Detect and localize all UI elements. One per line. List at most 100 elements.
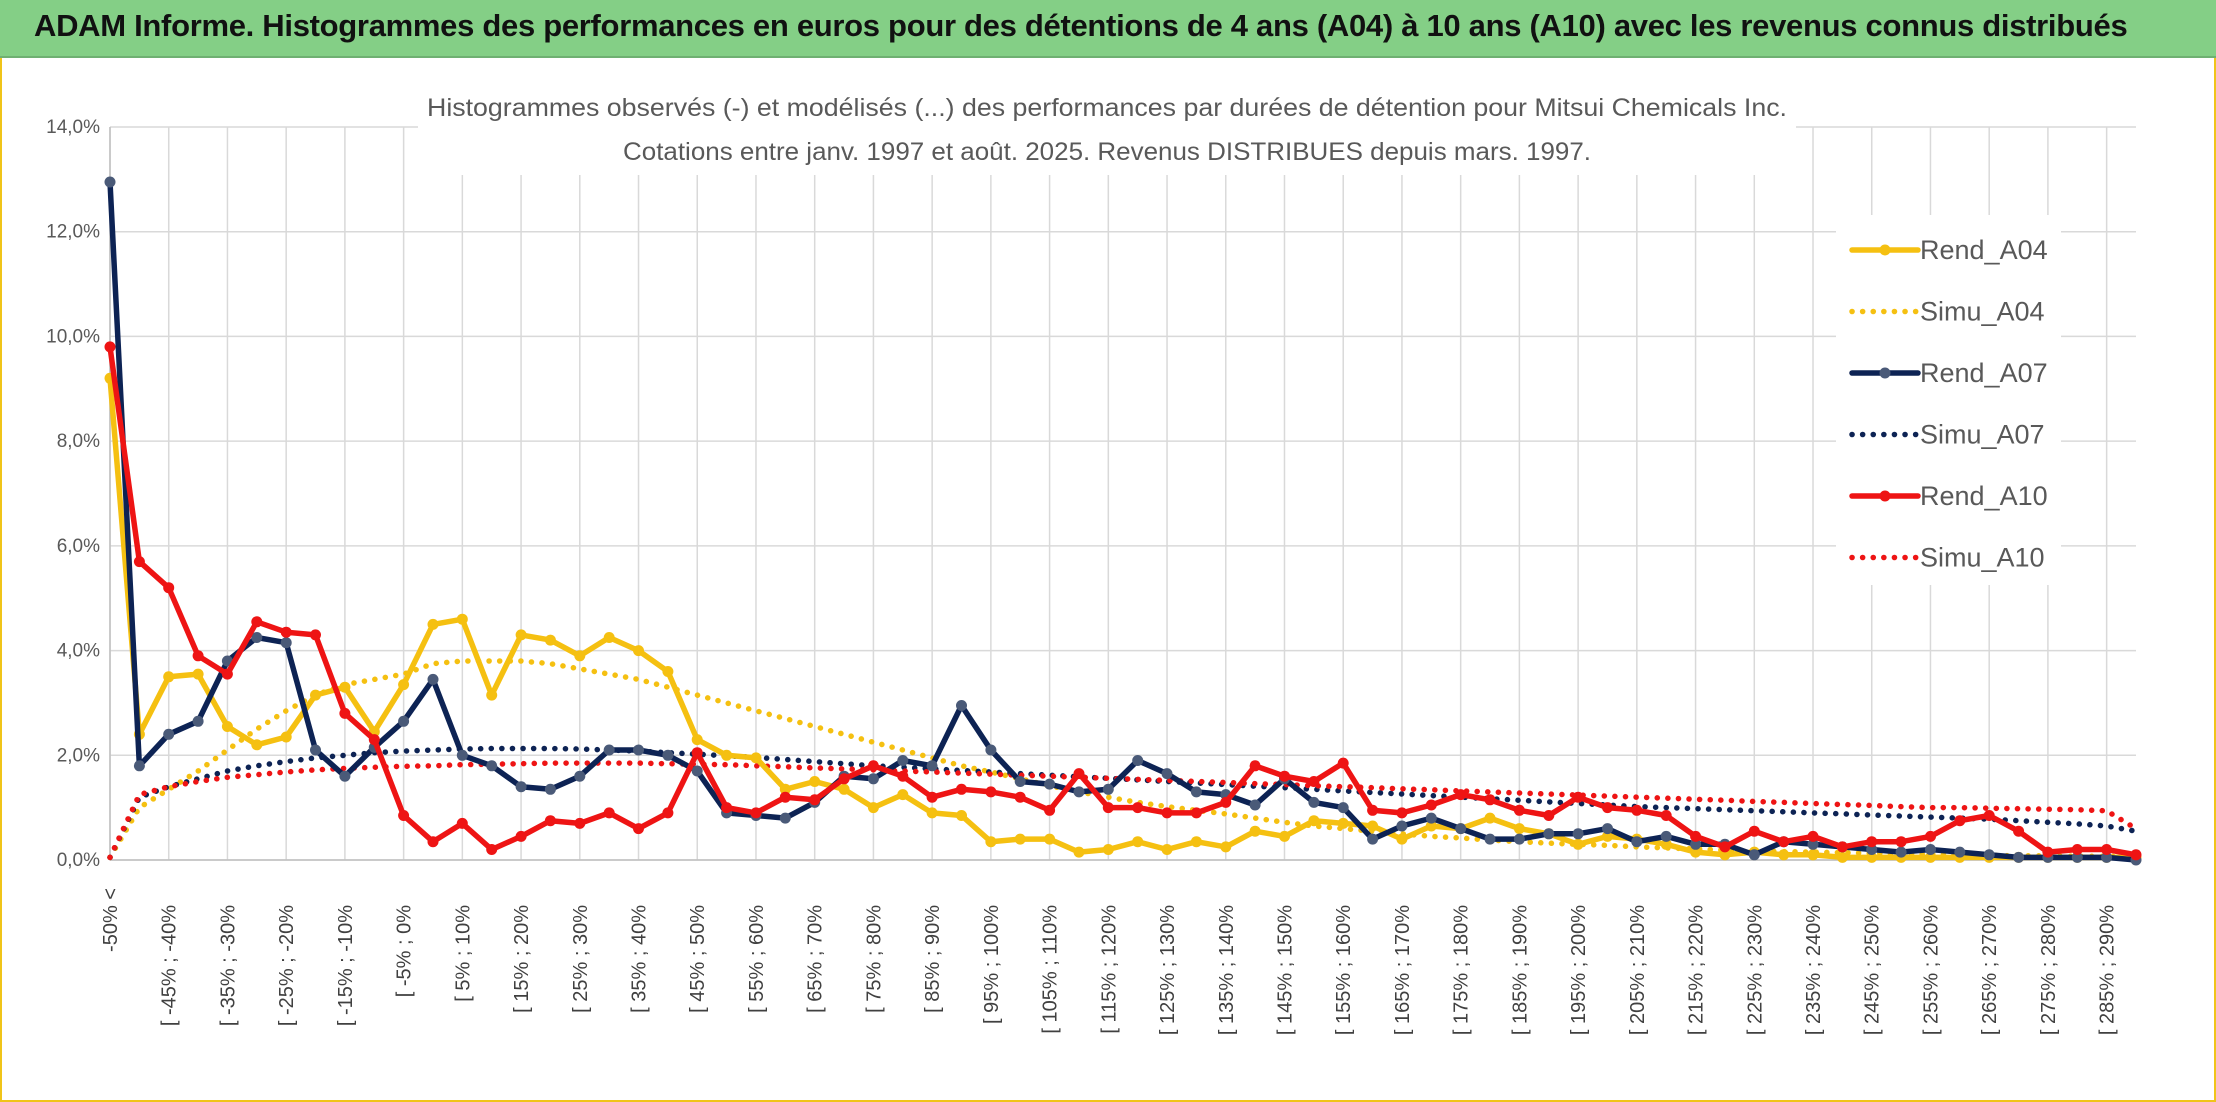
data-point xyxy=(1484,833,1496,845)
data-point xyxy=(1279,830,1290,842)
data-point xyxy=(779,812,791,824)
data-point xyxy=(456,817,468,829)
data-point xyxy=(1484,812,1496,824)
data-point xyxy=(1572,828,1584,840)
data-point xyxy=(809,794,821,806)
data-point xyxy=(2013,851,2025,863)
data-point xyxy=(1895,836,1907,848)
data-point xyxy=(897,770,909,782)
x-tick-label: [ 55% ; 60% xyxy=(746,905,768,1013)
data-point xyxy=(574,817,586,829)
x-tick-label: [ -5% ; 0% xyxy=(394,905,416,997)
data-point xyxy=(1279,770,1290,782)
y-axis: 0,0% 2,0% 4,0% 6,0% 8,0% 10,0% 12,0% 14,0% xyxy=(46,117,100,871)
data-point xyxy=(456,613,468,625)
data-point xyxy=(985,744,997,756)
data-point xyxy=(1337,757,1349,769)
data-point xyxy=(544,783,556,795)
data-point xyxy=(1513,804,1525,816)
data-point xyxy=(1836,841,1848,853)
data-point xyxy=(1190,807,1202,819)
data-point xyxy=(1866,836,1878,848)
data-point xyxy=(1719,849,1731,861)
data-point xyxy=(1866,851,1878,863)
data-point xyxy=(574,650,586,662)
data-point xyxy=(897,789,909,801)
x-tick-label: [ 65% ; 70% xyxy=(805,905,827,1013)
data-point xyxy=(1161,807,1173,819)
data-point xyxy=(1513,823,1525,835)
data-point xyxy=(1132,836,1144,848)
data-point xyxy=(779,791,791,803)
data-point xyxy=(339,681,351,693)
data-point xyxy=(897,755,909,766)
y-tick-label: 4,0% xyxy=(57,641,100,662)
data-point xyxy=(339,770,351,782)
data-point xyxy=(1954,815,1966,827)
chart-subtitle: Cotations entre janv. 1997 et août. 2025… xyxy=(623,138,1591,166)
data-point xyxy=(192,668,204,680)
data-point xyxy=(427,836,439,848)
x-tick-label: [ 95% ; 100% xyxy=(981,905,1003,1024)
data-point xyxy=(280,731,292,743)
data-point xyxy=(1102,844,1114,855)
data-point xyxy=(104,341,116,353)
data-point xyxy=(2101,844,2113,855)
data-point xyxy=(1543,810,1555,821)
data-point xyxy=(956,783,967,795)
data-point xyxy=(1925,830,1936,842)
data-point xyxy=(486,760,498,772)
series-line-simu-a04 xyxy=(107,658,2139,861)
data-point xyxy=(2013,825,2025,837)
x-tick-label: [ 275% ; 280% xyxy=(2038,905,2060,1035)
data-point xyxy=(192,650,204,662)
legend-label: Simu_A07 xyxy=(1920,420,2045,450)
data-point xyxy=(2130,849,2142,861)
data-point xyxy=(750,807,762,819)
data-point xyxy=(1455,789,1467,801)
data-point xyxy=(926,760,938,772)
data-point xyxy=(544,815,556,827)
data-point xyxy=(1660,830,1672,842)
data-point xyxy=(1073,786,1085,798)
data-point xyxy=(691,765,703,777)
data-point xyxy=(1866,844,1878,855)
x-tick-label: [ 135% ; 140% xyxy=(1216,905,1238,1035)
data-point xyxy=(1308,776,1320,787)
report-title: ADAM Informe. Histogrammes des performan… xyxy=(34,8,2128,43)
x-tick-label: [ 35% ; 40% xyxy=(629,905,651,1013)
x-tick-label: [ 125% ; 130% xyxy=(1157,905,1179,1035)
legend-marker xyxy=(1879,367,1891,379)
x-tick-label: [ -25% ; -20% xyxy=(276,905,298,1026)
legend-label: Rend_A10 xyxy=(1920,481,2048,511)
data-point xyxy=(486,689,498,701)
x-axis: -50% < [ -45% ; -40% [ -35% ; -30% [ -25% ;… xyxy=(100,888,2119,1035)
series-line-rend-a04 xyxy=(107,375,2139,861)
data-point xyxy=(515,830,527,842)
data-point xyxy=(456,749,468,761)
x-tick-label: [ 75% ; 80% xyxy=(863,905,885,1013)
x-tick-label: [ 175% ; 180% xyxy=(1451,905,1473,1035)
x-tick-label: [ 15% ; 20% xyxy=(511,905,533,1013)
data-point xyxy=(133,556,145,568)
x-tick-label: [ 25% ; 30% xyxy=(570,905,592,1013)
data-point xyxy=(1778,836,1790,848)
y-tick-label: 2,0% xyxy=(57,745,100,766)
data-point xyxy=(1690,838,1702,850)
x-tick-label: [ -15% ; -10% xyxy=(335,905,357,1026)
data-point xyxy=(310,629,321,641)
legend-background xyxy=(1836,215,2061,585)
data-point xyxy=(1190,836,1202,848)
data-point xyxy=(1220,796,1232,808)
legend-label: Rend_A04 xyxy=(1920,235,2048,265)
y-tick-label: 12,0% xyxy=(46,222,100,243)
data-point xyxy=(1249,825,1261,837)
data-point xyxy=(1631,804,1643,816)
data-point xyxy=(867,760,879,772)
data-point xyxy=(1954,846,1966,858)
data-point xyxy=(1190,786,1202,798)
data-point xyxy=(603,632,615,643)
data-point xyxy=(280,626,292,638)
data-point xyxy=(574,770,586,782)
series-line-simu-a10 xyxy=(107,760,2139,861)
